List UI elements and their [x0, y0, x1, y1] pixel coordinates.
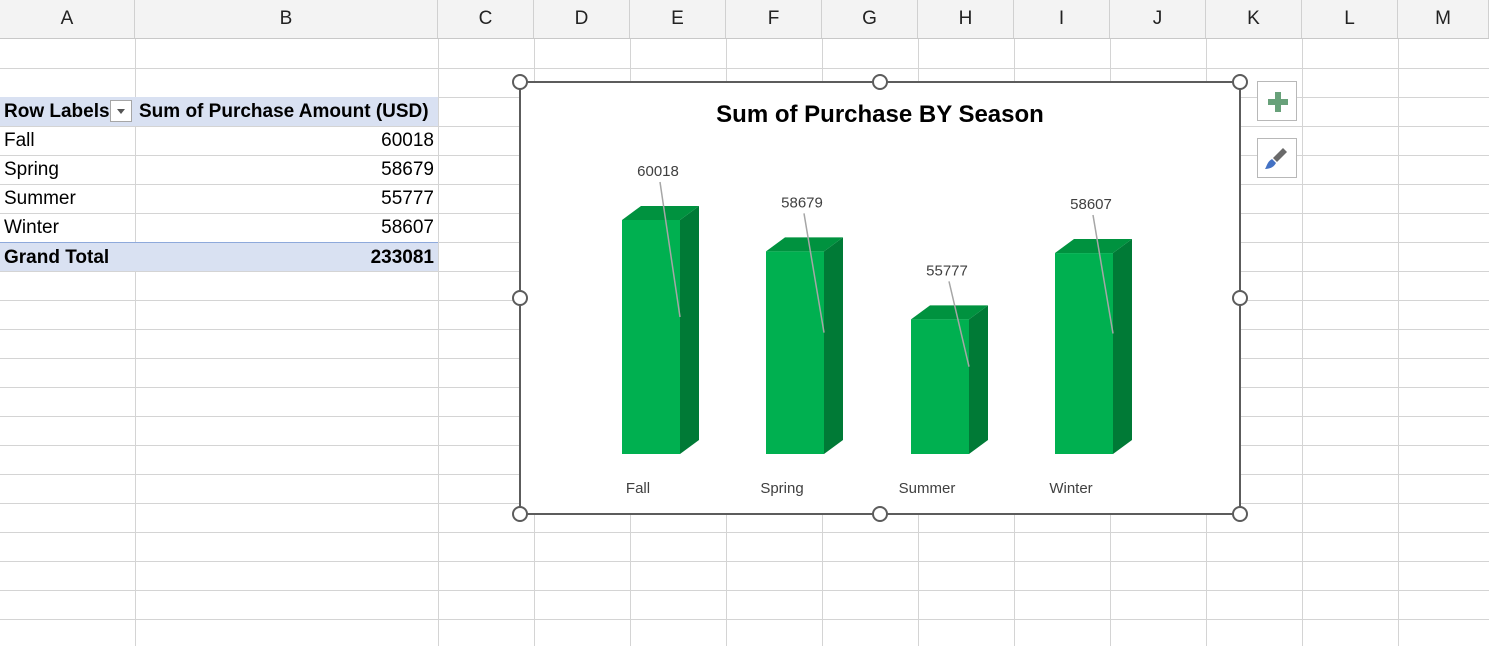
data-label-winter[interactable]: 58607	[1070, 196, 1112, 213]
pivot-row-label[interactable]: Summer	[4, 188, 76, 209]
bar-side-winter	[1113, 239, 1132, 454]
bar-spring[interactable]	[766, 251, 824, 454]
category-label-winter[interactable]: Winter	[1049, 480, 1092, 497]
bar-top-summer	[911, 305, 988, 320]
column-header-k[interactable]: K	[1206, 0, 1302, 38]
bar-side-spring	[824, 237, 843, 454]
resize-handle-bottom[interactable]	[872, 506, 888, 522]
bar-side-summer	[969, 305, 988, 454]
pivot-grand-total-label[interactable]: Grand Total	[0, 242, 135, 271]
bar-top-winter	[1055, 239, 1132, 254]
resize-handle-top-left[interactable]	[512, 74, 528, 90]
pivot-row-value[interactable]: 55777	[381, 188, 434, 209]
pivot-grand-total-value[interactable]: 233081	[135, 242, 438, 271]
bar-fall[interactable]	[622, 220, 680, 454]
bar-summer[interactable]	[911, 319, 969, 454]
pivot-row-value[interactable]: 58679	[381, 159, 434, 180]
column-header-f[interactable]: F	[726, 0, 822, 38]
pivot-row-label[interactable]: Fall	[4, 130, 35, 151]
paintbrush-icon	[1265, 148, 1287, 169]
pivot-row-label[interactable]: Spring	[4, 159, 59, 180]
bar-winter[interactable]	[1055, 253, 1113, 454]
chart-area[interactable]: Sum of Purchase BY Season 60018 Fall 58679…	[519, 81, 1241, 515]
data-label-leader-line	[1092, 214, 1114, 334]
plus-icon	[1268, 92, 1288, 112]
category-label-summer[interactable]: Summer	[899, 480, 956, 497]
pivot-row-value[interactable]: 60018	[381, 130, 434, 151]
category-label-spring[interactable]: Spring	[760, 480, 803, 497]
bar-side-fall	[680, 206, 699, 454]
category-label-fall[interactable]: Fall	[626, 480, 650, 497]
chart-elements-button[interactable]	[1257, 81, 1297, 121]
data-label-leader-line	[948, 281, 970, 367]
column-header-a[interactable]: A	[0, 0, 135, 38]
column-header-g[interactable]: G	[822, 0, 918, 38]
resize-handle-top[interactable]	[872, 74, 888, 90]
column-header-b[interactable]: B	[135, 0, 438, 38]
pivot-row-value[interactable]: 58607	[381, 217, 434, 238]
column-header-i[interactable]: I	[1014, 0, 1110, 38]
resize-handle-right[interactable]	[1232, 290, 1248, 306]
data-label-leader-line	[803, 213, 825, 333]
resize-handle-bottom-left[interactable]	[512, 506, 528, 522]
column-header-d[interactable]: D	[534, 0, 630, 38]
bar-top-spring	[766, 237, 843, 252]
column-header-h[interactable]: H	[918, 0, 1014, 38]
column-header-e[interactable]: E	[630, 0, 726, 38]
pivot-row-label[interactable]: Winter	[4, 217, 59, 238]
pivot-value-header[interactable]: Sum of Purchase Amount (USD)	[135, 97, 438, 126]
data-label-fall[interactable]: 60018	[637, 163, 679, 180]
column-header-m[interactable]: M	[1398, 0, 1489, 38]
resize-handle-top-right[interactable]	[1232, 74, 1248, 90]
data-label-spring[interactable]: 58679	[781, 194, 823, 211]
chart-title[interactable]: Sum of Purchase BY Season	[716, 101, 1044, 128]
data-label-summer[interactable]: 55777	[926, 262, 968, 279]
resize-handle-bottom-right[interactable]	[1232, 506, 1248, 522]
chart-plot[interactable]: 60018 Fall 58679 Spring 55777 Summer 58607 Wint…	[521, 83, 1239, 513]
chart-styles-button[interactable]	[1257, 138, 1297, 178]
row-labels-filter-dropdown[interactable]	[110, 100, 132, 122]
column-header-c[interactable]: C	[438, 0, 534, 38]
column-header-j[interactable]: J	[1110, 0, 1206, 38]
data-label-leader-line	[659, 181, 681, 318]
resize-handle-left[interactable]	[512, 290, 528, 306]
bar-top-fall	[622, 206, 699, 220]
column-header-l[interactable]: L	[1302, 0, 1398, 38]
